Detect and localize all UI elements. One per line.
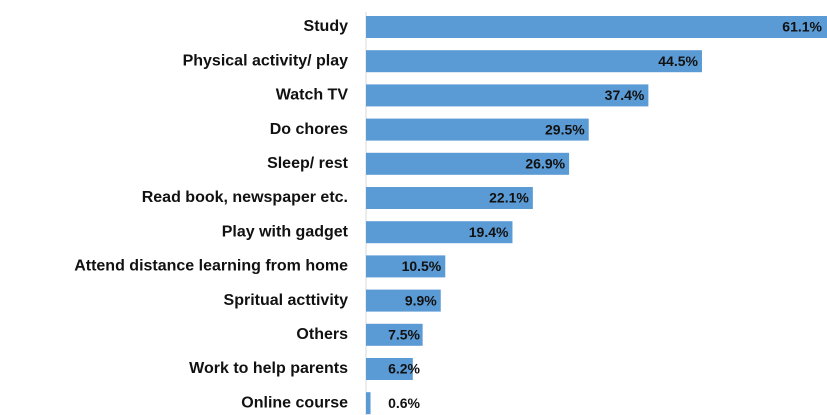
category-label: Read book, newspaper etc.	[142, 189, 348, 206]
value-label: 29.5%	[545, 121, 585, 137]
value-label: 10.5%	[402, 258, 442, 274]
bar	[366, 152, 570, 175]
value-label: 19.4%	[469, 224, 509, 240]
bar	[366, 358, 413, 380]
category-label: Online course	[241, 394, 348, 411]
value-label: 22.1%	[489, 190, 529, 206]
category-label: Work to help parents	[189, 360, 348, 377]
value-label: 7.5%	[388, 327, 420, 343]
bar	[366, 289, 441, 312]
bar	[366, 221, 513, 244]
value-label: 61.1%	[782, 19, 822, 35]
value-label: 37.4%	[605, 87, 645, 103]
category-label: Others	[296, 326, 348, 343]
value-label: 9.9%	[405, 292, 437, 308]
bar	[366, 392, 371, 415]
bar	[366, 84, 649, 107]
bar	[366, 323, 423, 346]
category-label: Play with gadget	[222, 223, 349, 240]
category-label: Do chores	[270, 121, 348, 138]
category-label: Sleep/ rest	[267, 155, 349, 172]
category-label: Attend distance learning from home	[74, 258, 348, 275]
category-label: Spritual acttivity	[224, 292, 349, 309]
value-label: 26.9%	[525, 156, 565, 172]
category-label: Watch TV	[276, 87, 349, 104]
bar	[366, 118, 589, 141]
bar	[366, 187, 533, 209]
bar	[366, 255, 446, 278]
category-label: Study	[304, 18, 349, 35]
value-label: 0.6%	[388, 395, 420, 411]
category-label: Physical activity/ play	[183, 52, 349, 69]
value-label: 6.2%	[388, 361, 420, 377]
bar	[366, 50, 702, 73]
value-label: 44.5%	[658, 53, 698, 69]
bar	[366, 16, 827, 38]
